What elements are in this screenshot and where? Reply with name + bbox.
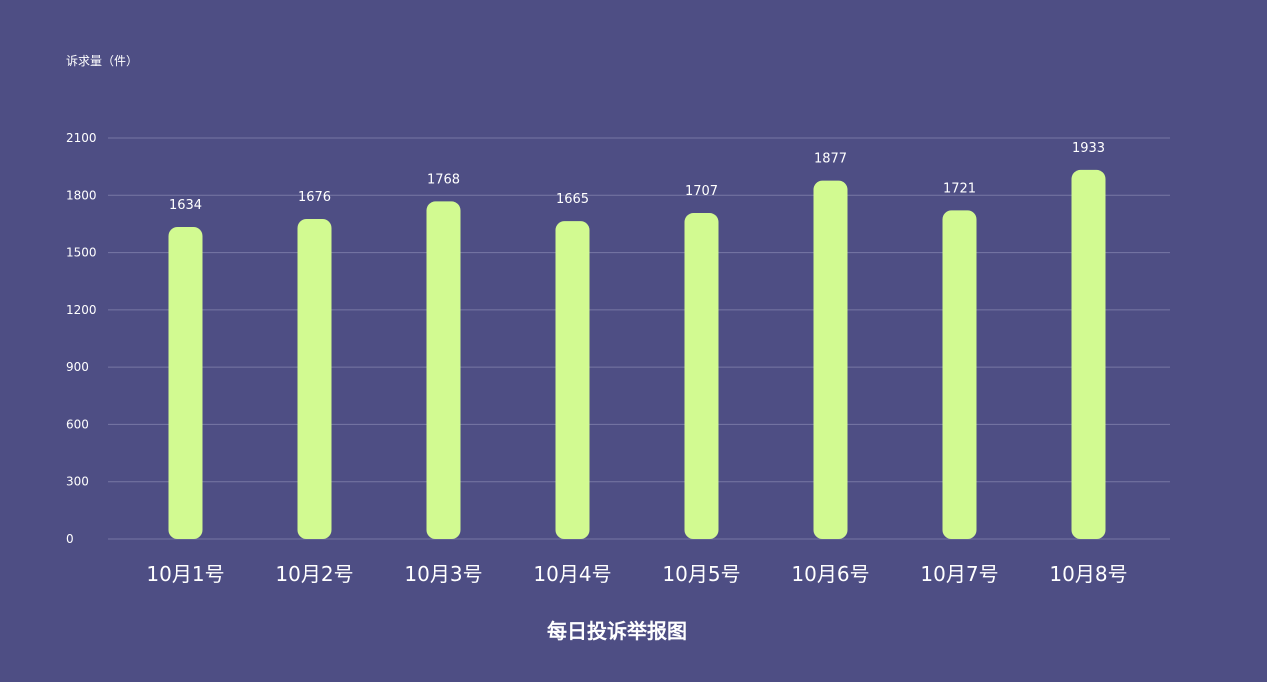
x-tick-label: 10月7号 <box>920 562 998 586</box>
bar <box>555 221 590 540</box>
y-tick-label: 300 <box>66 475 89 489</box>
y-axis-label: 诉求量（件） <box>66 54 138 68</box>
x-tick-label: 10月2号 <box>275 562 353 586</box>
x-tick-label: 10月6号 <box>791 562 869 586</box>
bar <box>942 210 977 539</box>
bar <box>297 218 332 539</box>
y-tick-label: 2100 <box>66 131 97 145</box>
data-label: 1933 <box>1072 141 1105 156</box>
data-label: 1665 <box>556 192 589 207</box>
data-label: 1877 <box>814 152 847 167</box>
data-label: 1676 <box>298 190 331 205</box>
chart-title: 每日投诉举报图 <box>547 619 687 643</box>
y-tick-label: 0 <box>66 532 74 546</box>
x-tick-label: 10月3号 <box>404 562 482 586</box>
bar <box>426 201 461 540</box>
y-tick-label: 1500 <box>66 246 97 260</box>
y-tick-label: 900 <box>66 360 89 374</box>
data-label: 1634 <box>169 198 202 213</box>
bars <box>168 169 1106 540</box>
x-tick-label: 10月4号 <box>533 562 611 586</box>
data-label: 1768 <box>427 172 460 187</box>
data-label: 1721 <box>943 181 976 196</box>
bar <box>1071 169 1106 540</box>
grid-lines <box>108 137 1170 540</box>
bar <box>168 226 203 539</box>
y-tick-label: 1800 <box>66 188 97 202</box>
bar <box>813 180 848 539</box>
x-tick-label: 10月5号 <box>662 562 740 586</box>
labels: 0 300 600 900 1200 1500 1800 2100 1634 10月1号 1676 1… <box>66 131 1128 586</box>
y-tick-label: 600 <box>66 417 89 431</box>
x-tick-label: 10月8号 <box>1049 562 1127 586</box>
data-label: 1707 <box>685 184 718 199</box>
y-tick-label: 1200 <box>66 303 97 317</box>
bar <box>684 213 719 539</box>
x-tick-label: 10月1号 <box>146 562 224 586</box>
